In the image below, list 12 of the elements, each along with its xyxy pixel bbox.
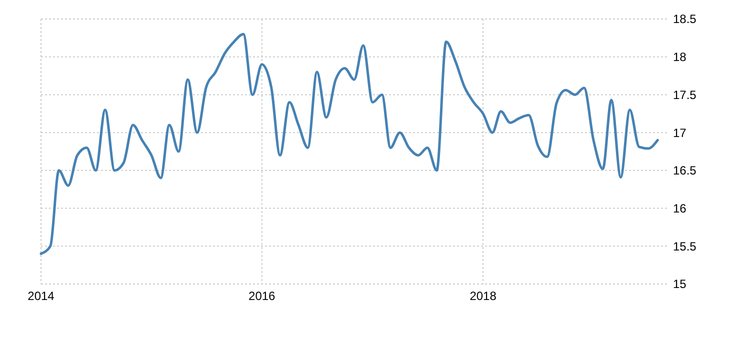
y-tick-label: 17.5 <box>673 88 697 102</box>
y-tick-label: 18 <box>673 50 687 64</box>
x-tick-label: 2014 <box>28 289 55 303</box>
y-tick-label: 15 <box>673 277 687 292</box>
x-tick-label: 2016 <box>248 289 276 303</box>
y-tick-label: 17 <box>673 126 687 140</box>
y-tick-label: 16 <box>673 201 687 216</box>
x-tick-label: 2018 <box>470 289 497 303</box>
y-tick-label: 15.5 <box>673 239 697 254</box>
line-series <box>40 32 659 255</box>
y-tick-label: 18.5 <box>673 12 697 26</box>
y-tick-label: 16.5 <box>673 164 697 178</box>
